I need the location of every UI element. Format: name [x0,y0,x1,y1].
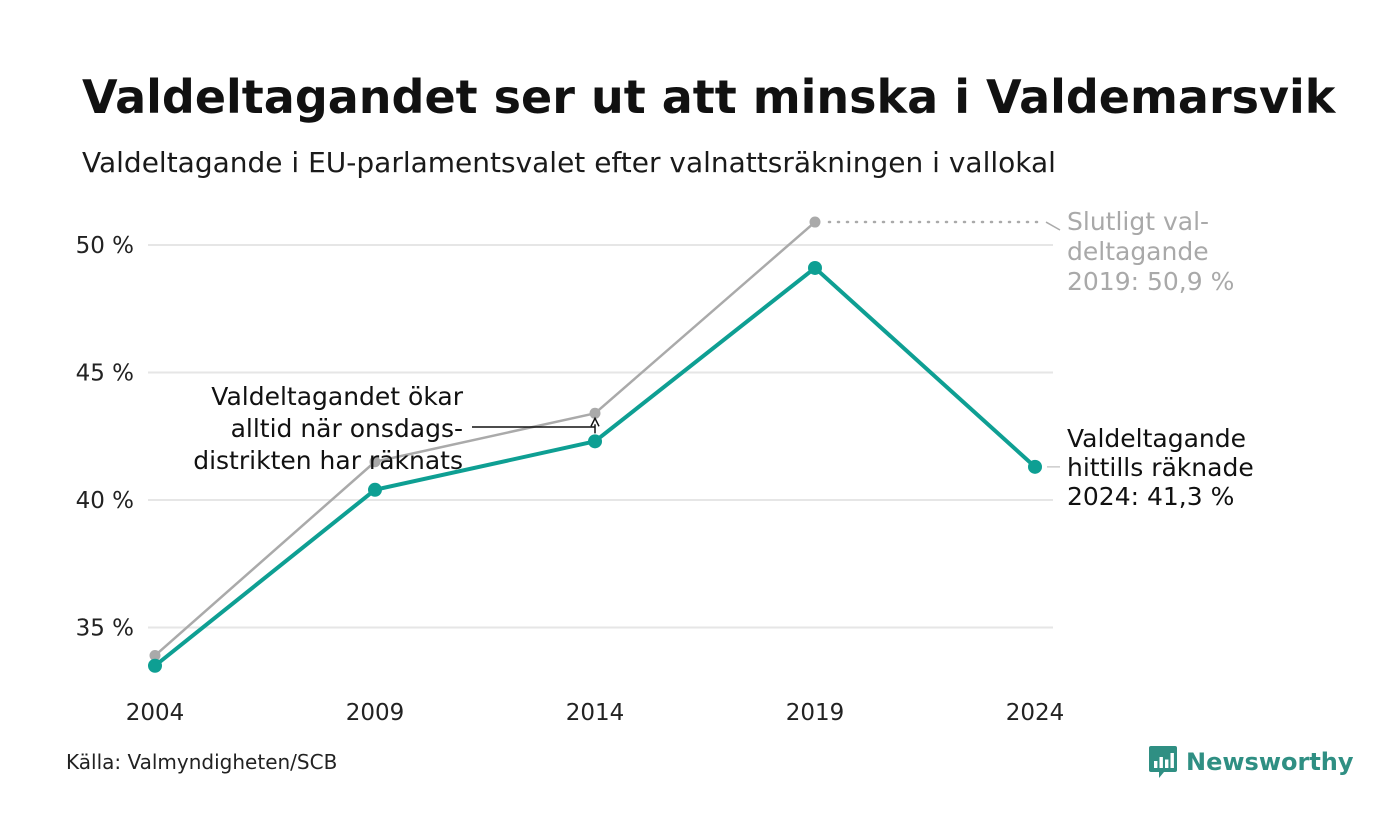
data-point-final [589,407,601,419]
brand: Newsworthy [1148,742,1354,782]
annotation-wednesday-line: alltid när onsdags- [231,414,463,443]
annotation-wednesday: Valdeltagandet ökar alltid när onsdags-di… [193,382,463,475]
y-axis-ticks: 35 % 40 % 45 % 50 % [76,233,134,642]
x-axis-ticks: 2004 2009 2014 2019 2024 [126,700,1065,726]
chart-annotations: Slutligt val-deltagande 2019: 50,9 % Valde… [193,207,1253,511]
annotation-final-2019-line: Slutligt val- [1067,207,1209,236]
annotation-final-2019-line: 2019: 50,9 % [1067,267,1234,296]
brand-name: Newsworthy [1186,748,1354,776]
series-final-turnout [149,216,821,662]
data-point-final [369,456,381,468]
x-tick-label: 2019 [786,700,845,726]
x-tick-label: 2009 [346,700,405,726]
chart-title: Valdeltagandet ser ut att minska i Valde… [82,70,1336,124]
series-line [153,220,817,657]
annotation-final-2019-line: deltagande [1067,237,1209,266]
annotation-tick-final [1045,221,1061,231]
annotation-current-2024-line: hittills räknade [1067,453,1254,482]
y-tick-label: 35 % [76,616,134,642]
annotation-wednesday-line: Valdeltagandet ökar [211,382,463,411]
grid-lines [148,244,1053,629]
annotation-arrow [590,416,600,427]
data-point-election-night [148,658,162,673]
y-tick-label: 50 % [76,233,134,259]
annotation-current-2024-line: 2024: 41,3 % [1067,482,1234,511]
x-tick-label: 2004 [126,700,185,726]
data-point-election-night [588,434,602,449]
data-point-election-night [1028,459,1042,474]
annotation-wednesday-line: distrikten har räknats [193,446,463,475]
data-point-final [809,216,821,228]
data-point-final [149,650,161,662]
annotation-final-2019: Slutligt val-deltagande 2019: 50,9 % [1067,207,1234,296]
data-point-election-night [368,482,382,497]
y-tick-label: 40 % [76,488,134,514]
x-tick-label: 2014 [566,700,625,726]
annotation-current-2024-line: Valdeltagande [1067,424,1246,453]
annotation-current-2024: Valdeltagande hittills räknade 2024: 41,3 … [1067,424,1254,511]
y-tick-label: 45 % [76,361,134,387]
data-point-election-night [808,260,822,275]
newsworthy-logo-icon [1149,746,1177,778]
source-note: Källa: Valmyndigheten/SCB [66,750,338,774]
chart-subtitle: Valdeltagande i EU-parlamentsvalet efter… [82,146,1056,179]
series-election-night-turnout [148,260,1042,673]
x-tick-label: 2024 [1006,700,1065,726]
